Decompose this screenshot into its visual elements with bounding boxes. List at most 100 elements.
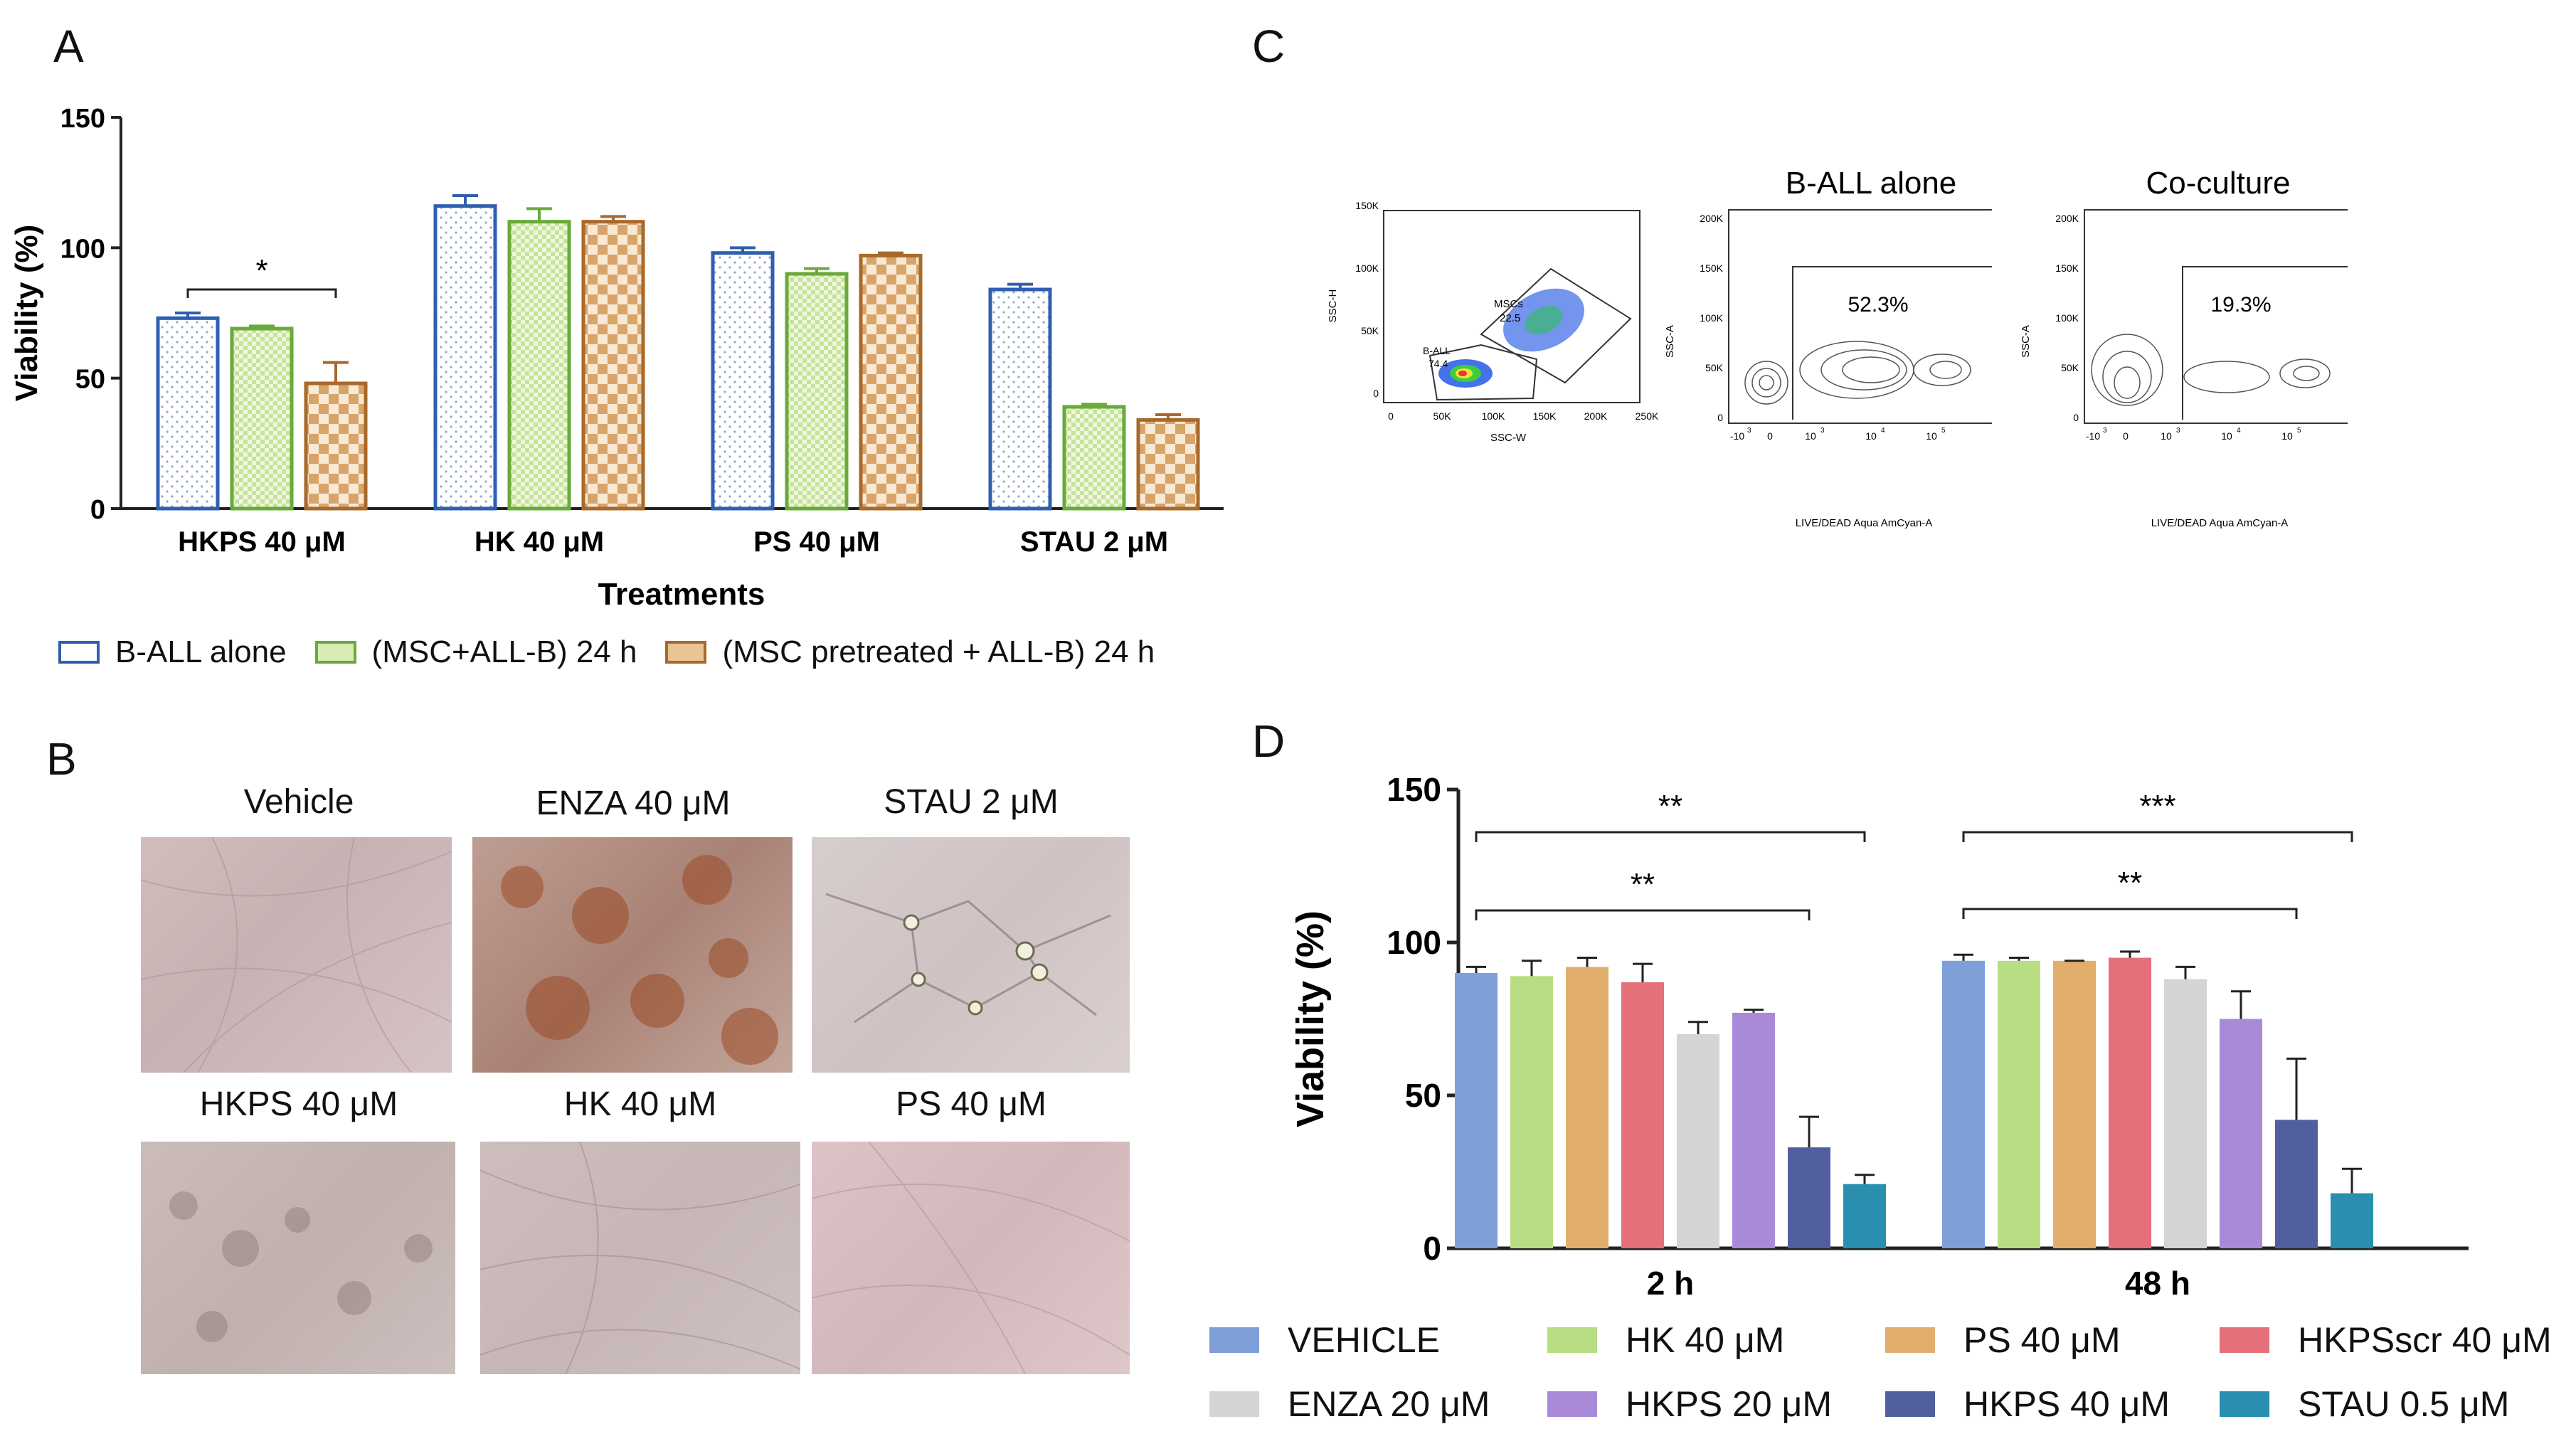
plot-frame — [1383, 210, 1641, 403]
x-tick-label: 250K — [1636, 410, 1658, 422]
axis-label-y: SSC-H — [1327, 289, 1339, 323]
y-tick-label: 0 — [1373, 388, 1379, 399]
bar — [1788, 1147, 1830, 1248]
significance-bracket — [1475, 831, 1866, 842]
x-tick-label: 48 h — [2125, 1265, 2190, 1302]
bar — [1455, 973, 1498, 1248]
legend-swatch — [1209, 1327, 1259, 1353]
x-tick-exponent: 5 — [1941, 427, 1946, 435]
y-axis-label: Viability (%) — [9, 225, 44, 402]
y-tick-label: 0 — [90, 495, 105, 525]
micrograph-caption: PS 40 μM — [896, 1085, 1046, 1123]
significance-label: ** — [2118, 866, 2142, 900]
x-tick-label: 200K — [1584, 410, 1608, 422]
legend-label: HKPS 20 μM — [1626, 1384, 1833, 1424]
legend-d: VEHICLE HK 40 μM PS 40 μM HKPSscr 40 μM ENZA… — [1209, 1319, 2575, 1447]
micrograph-caption: HKPS 40 μM — [199, 1085, 398, 1123]
x-axis-label: Treatments — [598, 577, 765, 612]
gate-ball — [1429, 344, 1538, 401]
bar — [1136, 418, 1200, 511]
x-tick-exponent: 3 — [1747, 427, 1751, 435]
micrograph-image — [472, 837, 793, 1073]
significance-bracket — [1962, 908, 2298, 919]
plot-frame — [1728, 209, 1992, 424]
legend-item: HK 40 μM — [1547, 1319, 1784, 1361]
plot-title: Co-culture — [2146, 166, 2291, 201]
x-tick-exponent: 4 — [1881, 427, 1885, 435]
bar — [581, 220, 645, 511]
panel-label-d: D — [1252, 716, 1286, 767]
micrograph-image — [812, 837, 1130, 1073]
x-tick-label: HKPS 40 μM — [178, 526, 346, 558]
legend-item-msc-all-b: (MSC+ALL-B) 24 h — [314, 634, 637, 670]
legend-item: PS 40 μM — [1885, 1319, 2121, 1361]
y-tick-label: 0 — [1423, 1230, 1441, 1267]
bar — [859, 253, 923, 511]
y-tick-label: 150K — [2055, 262, 2079, 274]
bar — [156, 316, 220, 511]
bar — [433, 204, 497, 511]
bar — [1566, 967, 1608, 1248]
contour-plot — [1744, 341, 1971, 405]
gate-msc-value: 22.5 — [1500, 312, 1520, 324]
x-tick-label: 10 — [1926, 430, 1937, 442]
x-tick-label: 0 — [1388, 410, 1394, 422]
x-tick-label: 50K — [1433, 410, 1452, 422]
x-tick-label: 10 — [2281, 430, 2293, 442]
contour-plot — [2091, 334, 2331, 406]
x-tick-exponent: 3 — [2103, 427, 2107, 435]
y-tick-label: 50 — [75, 365, 105, 395]
significance-label: ** — [1658, 789, 1682, 824]
axis-label-y: SSC-A — [2020, 325, 2032, 358]
legend-swatch — [1547, 1391, 1597, 1417]
x-tick-exponent: 4 — [2237, 427, 2241, 435]
scatter-cloud — [1438, 288, 1584, 388]
legend-item: HKPS 40 μM — [1885, 1383, 2170, 1425]
legend-swatch — [58, 641, 100, 664]
bar — [1998, 960, 2040, 1248]
legend-label: STAU 0.5 μM — [2298, 1384, 2510, 1424]
legend-item: HKPSscr 40 μM — [2220, 1319, 2552, 1361]
gate-value: 52.3% — [1848, 293, 1908, 317]
legend-label: HKPS 40 μM — [1963, 1384, 2170, 1424]
significance-bracket — [1475, 909, 1811, 920]
legend-swatch — [665, 641, 707, 664]
x-tick-exponent: 3 — [2176, 427, 2180, 435]
y-tick-label: 100 — [1387, 924, 1441, 961]
legend-a: B-ALL alone (MSC+ALL-B) 24 h (MSC pretre… — [58, 634, 1155, 670]
legend-label: HK 40 μM — [1626, 1320, 1785, 1360]
micrograph-image — [141, 1142, 455, 1374]
legend-label: HKPSscr 40 μM — [2298, 1320, 2552, 1360]
x-tick-label: 10 — [1805, 430, 1816, 442]
bar — [711, 251, 775, 511]
legend-item: VEHICLE — [1209, 1319, 1440, 1361]
x-tick-label: 150K — [1533, 410, 1557, 422]
y-tick-label: 150 — [1387, 771, 1441, 808]
flow-plot-ball-alone: B-ALL alone 52.3% -10 3 0 10 3 10 4 10 5050K100K… — [1664, 166, 1992, 529]
x-tick-label: 10 — [1865, 430, 1877, 442]
bar — [1510, 976, 1553, 1248]
bar — [304, 381, 368, 511]
axis-label-x: LIVE/DEAD Aqua AmCyan-A — [2151, 517, 2289, 529]
x-tick-label: -10 — [1730, 430, 1744, 442]
gate-msc — [1480, 267, 1632, 384]
gate-live — [1792, 266, 1992, 420]
legend-swatch — [2220, 1327, 2269, 1353]
y-tick-label: 150 — [60, 104, 105, 134]
bar — [1942, 960, 1985, 1248]
y-tick-label: 50K — [1705, 362, 1724, 373]
bar — [2109, 957, 2151, 1248]
x-tick-exponent: 3 — [1820, 427, 1825, 435]
micrograph-caption: HK 40 μM — [563, 1085, 717, 1123]
x-tick-label: STAU 2 μM — [1020, 526, 1168, 558]
x-tick-label: 100K — [1482, 410, 1505, 422]
legend-swatch — [314, 641, 356, 664]
bar — [1843, 1184, 1886, 1248]
bar — [1732, 1012, 1775, 1248]
bar — [988, 287, 1052, 511]
y-tick-label: 0 — [1717, 412, 1723, 423]
axis-label-y: SSC-A — [1664, 325, 1676, 358]
y-tick-label: 150K — [1355, 200, 1379, 211]
y-tick-label: 100K — [1355, 262, 1379, 274]
y-tick-label: 50 — [1405, 1077, 1441, 1114]
